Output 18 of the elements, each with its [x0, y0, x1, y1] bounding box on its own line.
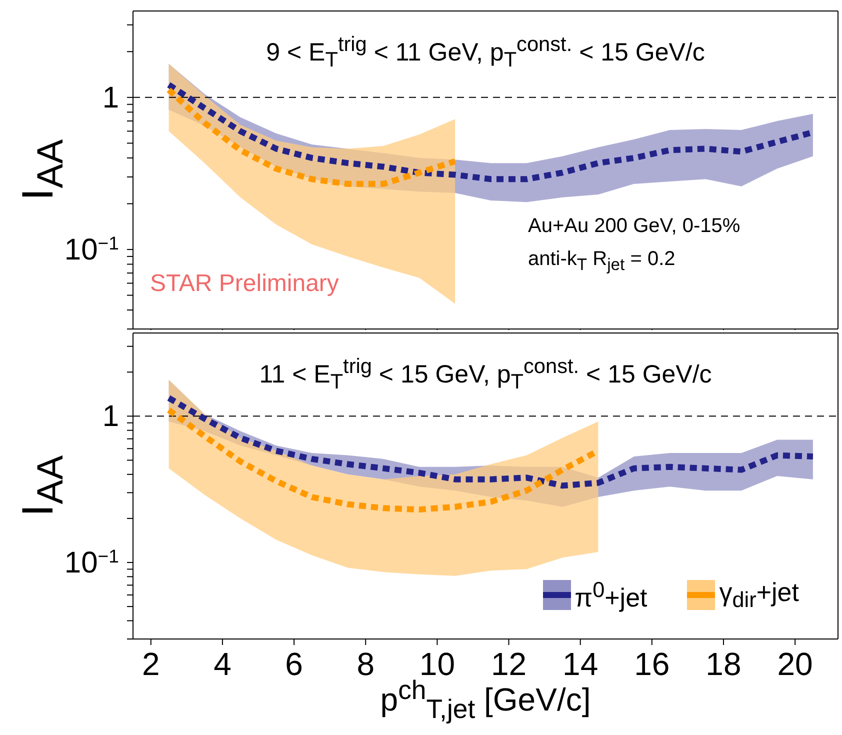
text: 9 < E$_{T}$$^{trig}$ < 11 GeV, p$_{T}$$^{const.}$ < 15 GeV/c [265, 33, 706, 72]
legend-label: γ$_{dir}$+jet [719, 577, 799, 614]
x-tick-label: 6 [285, 646, 303, 682]
annotation: anti-k$_{T}$ R$_{jet}$ = 0.2 [528, 248, 676, 275]
y-tick-label: 10$^{−1}$ [64, 544, 119, 580]
y-tick-label: 10$^{−1}$ [64, 232, 119, 266]
y-tick-label: 1 [102, 400, 119, 434]
x-tick-label: 18 [706, 646, 742, 682]
x-tick-label: 2 [142, 646, 160, 682]
x-tick-label: 20 [777, 646, 813, 682]
text: 11 < E$_{T}$$^{trig}$ < 15 GeV, p$_{T}$$^{const.}$ < 15 GeV/c [258, 355, 713, 394]
x-tick-label: 8 [356, 646, 375, 682]
y-tick-label: 1 [102, 81, 119, 114]
legend-label: π$^{0}$+jet [574, 577, 648, 614]
annotation: STAR Preliminary [150, 270, 339, 298]
x-tick-label: 4 [214, 646, 232, 682]
annotation: Au+Au 200 GeV, 0-15% [528, 215, 740, 238]
x-tick-label: 16 [634, 646, 670, 682]
